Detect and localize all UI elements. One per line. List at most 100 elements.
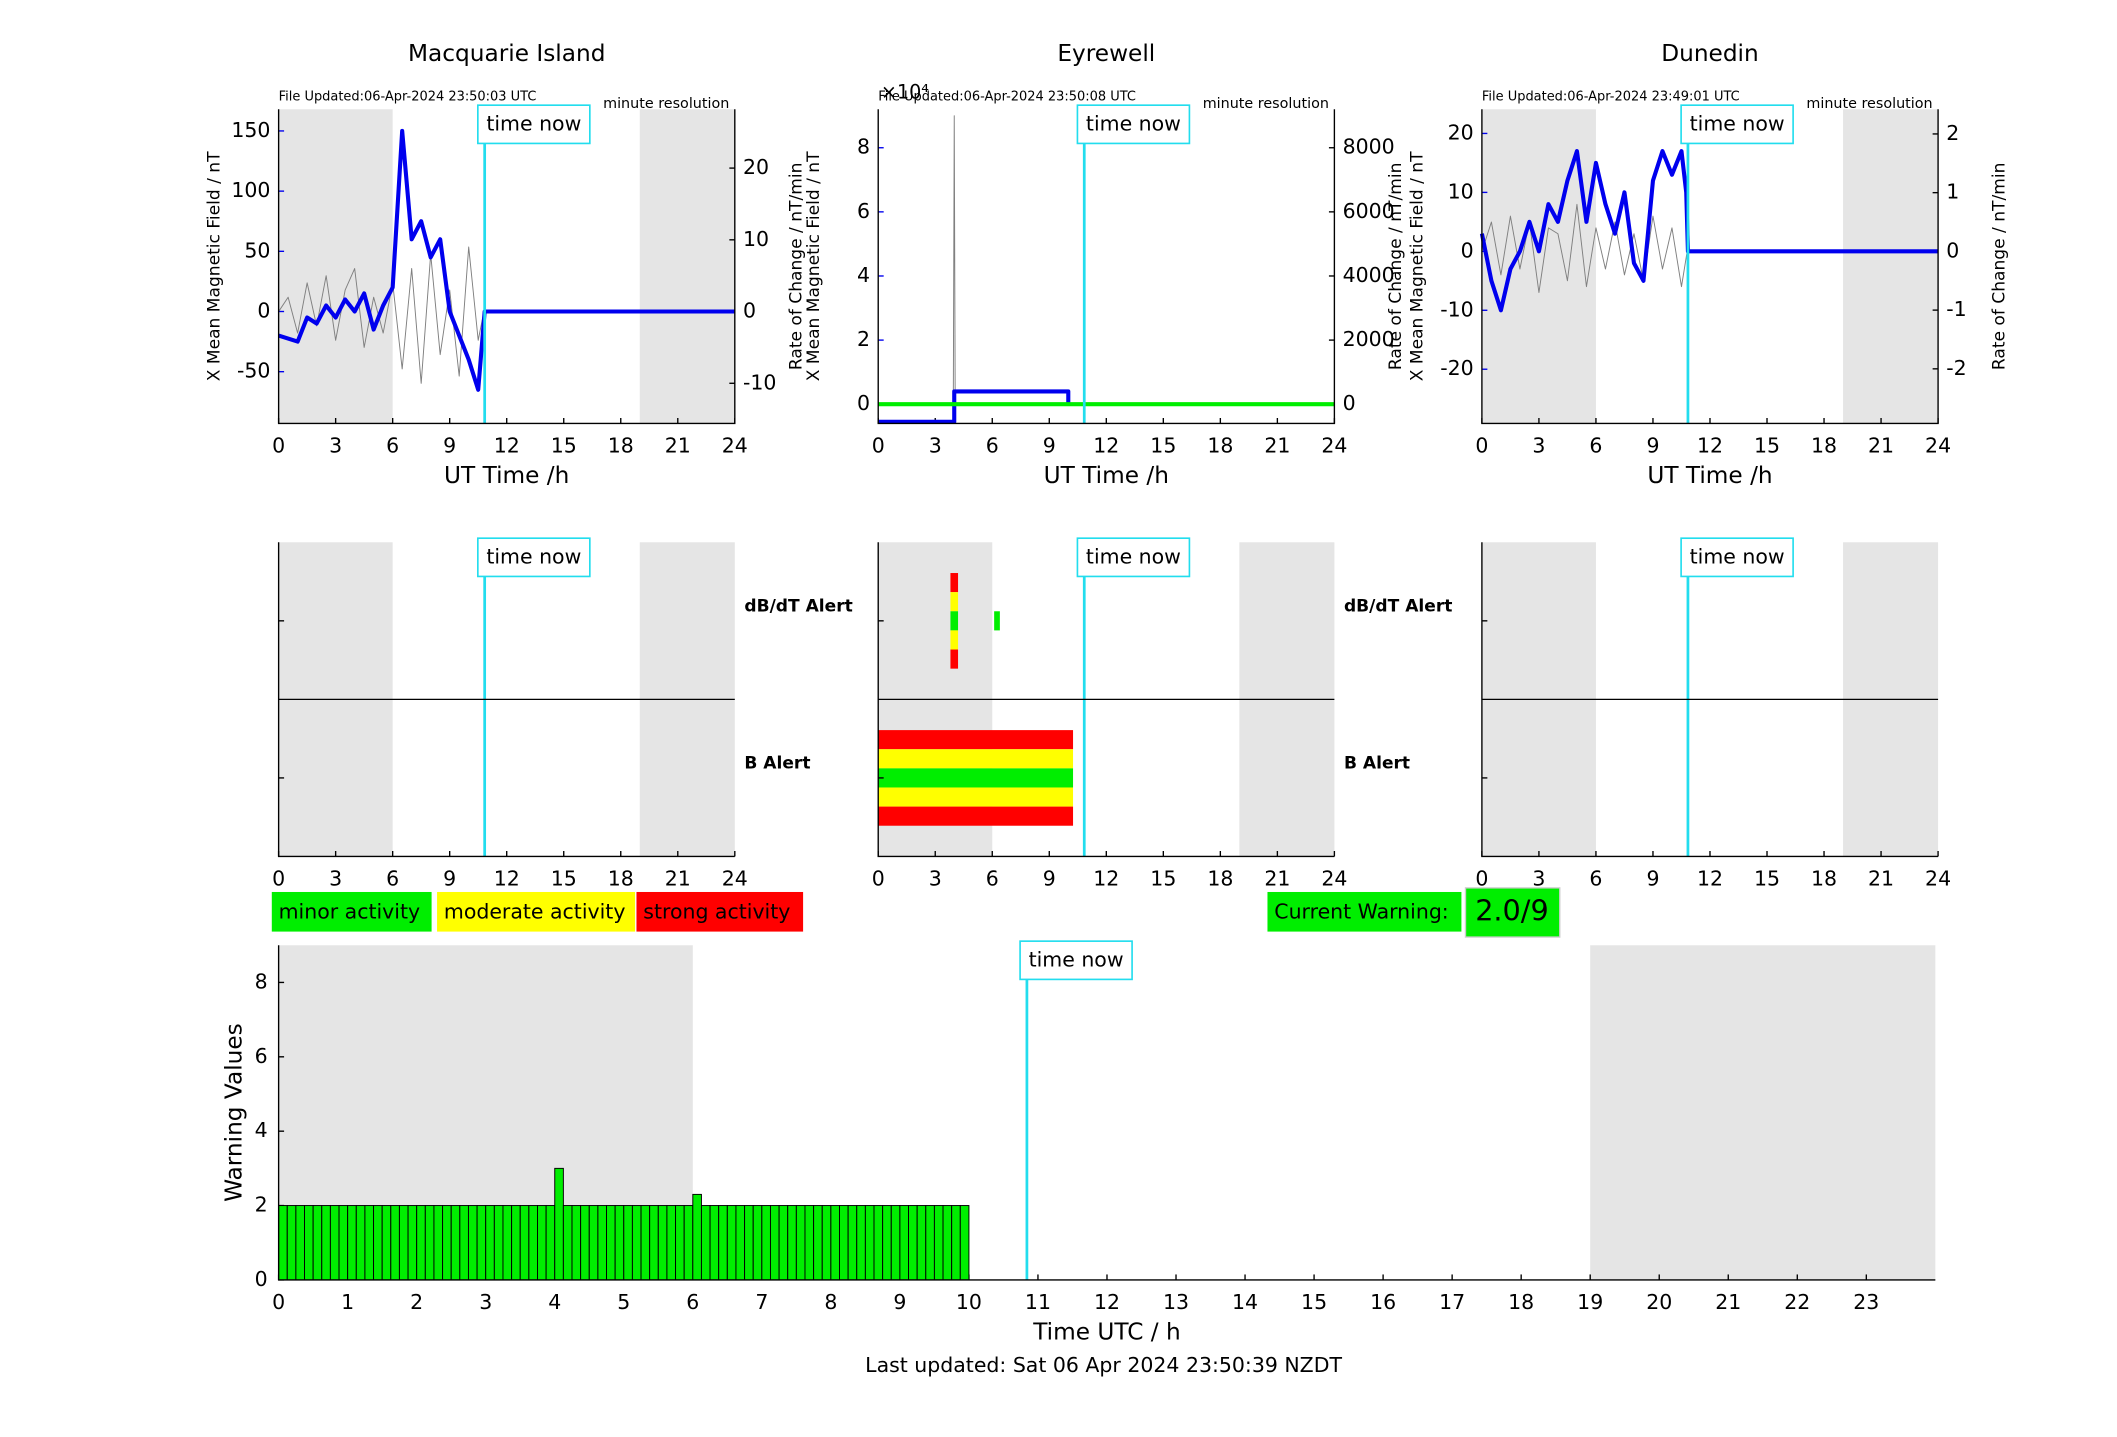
warning-bar (347, 1205, 357, 1281)
warning-bar (511, 1205, 521, 1281)
x-tick-label: 9 (893, 1290, 906, 1314)
x-tick-label: 23 (1853, 1290, 1879, 1314)
warning-bar (649, 1205, 659, 1281)
x-axis-label: UT Time /h (1647, 462, 1772, 489)
warning-bar (355, 1205, 366, 1281)
alert-strip (878, 806, 1074, 826)
y2-tick-label: 0 (743, 299, 756, 323)
y-tick-label: 100 (231, 178, 270, 202)
y2-tick-label: 1 (1946, 180, 1959, 204)
night-shade (639, 109, 735, 424)
warning-bar (666, 1205, 677, 1281)
series-line (1479, 149, 1939, 313)
file-updated: File Updated:06-Apr-2024 23:50:08 UTC (878, 89, 1136, 104)
legend-box (437, 891, 636, 932)
time-now-label: time now (1086, 111, 1181, 135)
time-now-label: time now (1086, 544, 1181, 568)
x-tick-label: 24 (722, 867, 748, 891)
current-warning-value-box (1464, 887, 1561, 938)
warning-bar (692, 1193, 702, 1281)
time-now-label: time now (1690, 544, 1785, 568)
x-tick-label: 12 (1093, 434, 1119, 458)
warning-bar (571, 1205, 582, 1281)
time-now-box (477, 104, 591, 145)
y-tick-label: 6 (857, 199, 870, 223)
warning-bar (614, 1205, 625, 1281)
warning-bar (588, 1205, 599, 1281)
warning-bar (476, 1205, 487, 1281)
warning-bar (373, 1205, 383, 1281)
warning-bar (606, 1205, 616, 1281)
row-label: dB/dT Alert (1344, 596, 1452, 616)
row-label: B Alert (744, 754, 810, 774)
axes (877, 542, 1335, 858)
warning-bar (459, 1205, 469, 1281)
y2-tick-label: 20 (743, 155, 769, 179)
x-tick-label: 6 (986, 434, 999, 458)
x-axis-label: UT Time /h (1044, 462, 1169, 489)
warning-bar (821, 1205, 832, 1281)
warning-bar (580, 1205, 590, 1281)
warning-bar (407, 1205, 418, 1281)
panel-title: Dunedin (1661, 40, 1759, 67)
time-now-box (1019, 940, 1133, 981)
warning-bar (942, 1205, 953, 1281)
warning-bar (769, 1205, 780, 1281)
x-tick-label: 7 (755, 1290, 768, 1314)
warning-bar (623, 1205, 633, 1281)
warning-bar (519, 1205, 530, 1281)
file-updated: File Updated:06-Apr-2024 23:50:03 UTC (279, 89, 537, 104)
resolution: minute resolution (1806, 96, 1932, 112)
time-now-box (1076, 104, 1191, 145)
warning-bar (467, 1205, 478, 1281)
y-tick-label: 50 (244, 238, 270, 262)
warning-bar (735, 1205, 746, 1281)
y2-tick-label: 2000 (1343, 327, 1395, 351)
y-axis-label: X Mean Magnetic Field / nT (204, 151, 224, 381)
axes (1481, 109, 1939, 425)
current-warning-box (1267, 891, 1462, 932)
warning-bar (493, 1205, 504, 1281)
warning-bar (295, 1205, 305, 1281)
series-line (952, 115, 956, 405)
x-tick-label: 0 (872, 867, 885, 891)
y2-tick-label: -1 (1946, 297, 1966, 321)
time-now-box (477, 537, 591, 578)
axes (877, 109, 1336, 425)
x-tick-label: 15 (1754, 867, 1780, 891)
warning-bar (778, 1205, 789, 1281)
y-tick-label: -20 (1440, 356, 1473, 380)
axes (1481, 542, 1939, 858)
warning-bar (925, 1205, 935, 1281)
warning-bar (278, 1205, 288, 1281)
y-tick-label: 0 (255, 1267, 268, 1291)
x-tick-label: 12 (494, 434, 520, 458)
y2-tick-label: 8000 (1343, 135, 1395, 159)
warning-bar (951, 1205, 961, 1281)
x-axis-label: UT Time /h (444, 462, 569, 489)
warning-bar (304, 1205, 314, 1281)
row-label: B Alert (1344, 754, 1410, 774)
y2-tick-label: -10 (743, 370, 776, 394)
y2-axis-label: Rate of Change / nT/min (786, 163, 806, 371)
warning-bar (537, 1205, 547, 1281)
footer: Last updated: Sat 06 Apr 2024 23:50:39 N… (865, 1353, 1342, 1377)
x-tick-label: 0 (1475, 434, 1488, 458)
x-tick-label: 24 (1925, 867, 1951, 891)
x-tick-label: 3 (929, 867, 942, 891)
x-axis-label: Time UTC / h (1032, 1319, 1181, 1346)
time-now-label: time now (1029, 947, 1124, 971)
warning-bar (502, 1205, 513, 1281)
warning-bar (398, 1205, 409, 1281)
warning-bar (830, 1205, 840, 1281)
night-shade (1843, 109, 1939, 424)
warning-bar (631, 1205, 642, 1281)
warning-bar (450, 1205, 461, 1281)
x-tick-label: 0 (272, 1290, 285, 1314)
x-tick-label: 12 (1093, 867, 1119, 891)
warning-bar (381, 1205, 392, 1281)
x-tick-label: 18 (608, 867, 634, 891)
y-tick-label: 0 (1461, 238, 1474, 262)
x-tick-label: 0 (872, 434, 885, 458)
x-tick-label: 6 (1589, 434, 1602, 458)
